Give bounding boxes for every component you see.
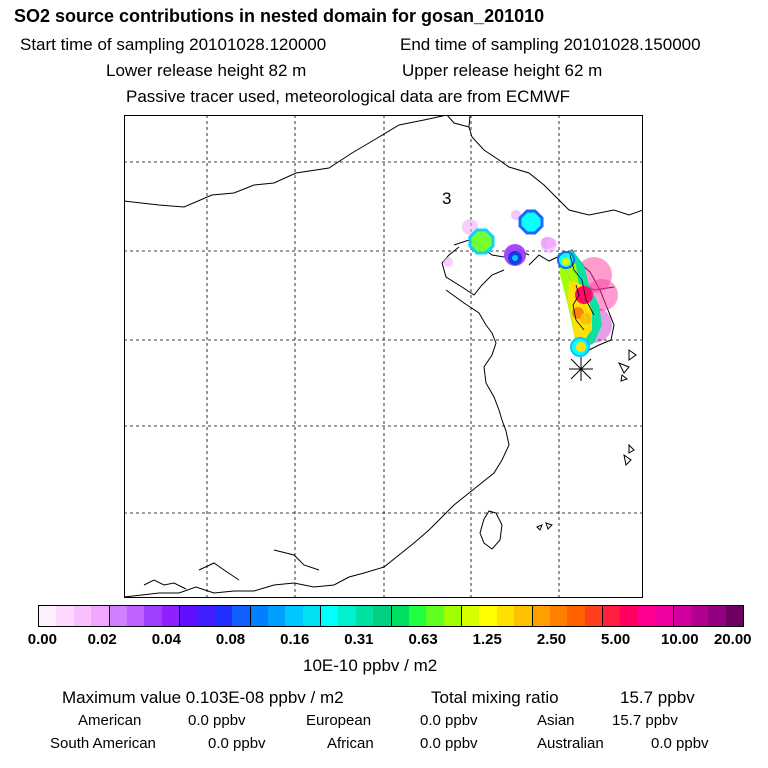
colorbar-segment: [180, 606, 198, 626]
colorbar-segment: [690, 606, 709, 626]
colorbar-tick-label: 10.00: [661, 631, 699, 648]
asian-value: 15.7 ppbv: [612, 712, 678, 729]
map-panel: 3: [124, 115, 643, 598]
colorbar-segment: [232, 606, 251, 626]
colorbar-unit: 10E-10 ppbv / m2: [303, 656, 438, 675]
colorbar-segment: [620, 606, 638, 626]
total-mixing-label: Total mixing ratio: [431, 688, 559, 707]
colorbar-segment: [479, 606, 497, 626]
plume-layer: [443, 209, 618, 357]
colorbar-tick-label: 0.02: [87, 631, 117, 648]
colorbar-segment: [496, 606, 515, 626]
colorbar-tick-label: 0.04: [151, 631, 181, 648]
colorbar-segment: [567, 606, 585, 626]
colorbar-segment: [708, 606, 726, 626]
american-label: American: [78, 712, 142, 729]
colorbar-segment: [673, 606, 691, 626]
colorbar-segment: [655, 606, 674, 626]
coast-overlay: [569, 254, 595, 331]
asian-label: Asian: [537, 712, 575, 729]
colorbar-segment: [603, 606, 621, 626]
african-label: African: [327, 735, 374, 752]
plot-title: SO2 source contributions in nested domai…: [14, 6, 545, 26]
colorbar-tick-label: 0.31: [344, 631, 374, 648]
colorbar-segment: [73, 606, 92, 626]
european-value: 0.0 ppbv: [420, 712, 478, 729]
colorbar-segment: [126, 606, 145, 626]
australian-label: Australian: [537, 735, 604, 752]
colorbar: [38, 605, 744, 627]
colorbar-segment: [408, 606, 427, 626]
colorbar-segment: [725, 606, 743, 626]
colorbar-segment: [109, 606, 127, 626]
colorbar-segment: [532, 606, 550, 626]
colorbar-segment: [462, 606, 480, 626]
upper-release-height: Upper release height 62 m: [402, 61, 603, 80]
colorbar-segment: [56, 606, 74, 626]
map-frame: [124, 115, 643, 598]
colorbar-segment: [338, 606, 356, 626]
colorbar-segment: [302, 606, 321, 626]
colorbar-tick-label: 0.16: [280, 631, 310, 648]
end-time: End time of sampling 20101028.150000: [400, 35, 701, 54]
colorbar-tick-label: 20.00: [713, 631, 752, 648]
european-label: European: [306, 712, 372, 729]
tracer-note: Passive tracer used, meteorological data…: [126, 87, 571, 106]
colorbar-segment: [285, 606, 303, 626]
colorbar-segment: [250, 606, 268, 626]
colorbar-tick-label: 5.00: [601, 631, 631, 648]
south-american-value: 0.0 ppbv: [208, 735, 266, 752]
colorbar-segment: [514, 606, 533, 626]
lat-lon-grid: [124, 115, 643, 598]
colorbar-segment: [373, 606, 392, 626]
colorbar-segment: [267, 606, 286, 626]
colorbar-tick-label: 0.08: [215, 631, 246, 648]
colorbar-tick-label: 0.63: [408, 631, 438, 648]
colorbar-segment: [91, 606, 110, 626]
american-value: 0.0 ppbv: [188, 712, 246, 729]
colorbar-tick-label: 1.25: [472, 631, 502, 648]
colorbar-segment: [426, 606, 444, 626]
colorbar-segment: [197, 606, 215, 626]
colorbar-segment: [161, 606, 180, 626]
day-label: 3: [442, 189, 451, 208]
colorbar-segment: [391, 606, 409, 626]
african-value: 0.0 ppbv: [420, 735, 478, 752]
colorbar-tick-label: 2.50: [536, 631, 567, 648]
total-mixing-value: 15.7 ppbv: [620, 688, 695, 707]
colorbar-segment: [549, 606, 568, 626]
colorbar-segment: [39, 606, 57, 626]
colorbar-segment: [584, 606, 603, 626]
max-value: Maximum value 0.103E-08 ppbv / m2: [62, 688, 344, 707]
south-american-label: South American: [50, 735, 156, 752]
colorbar-tick-label: 0.00: [27, 631, 57, 648]
colorbar-segment: [637, 606, 656, 626]
colorbar-segment: [355, 606, 374, 626]
lower-release-height: Lower release height 82 m: [106, 61, 307, 80]
australian-value: 0.0 ppbv: [651, 735, 709, 752]
colorbar-segment: [443, 606, 462, 626]
colorbar-segment: [144, 606, 162, 626]
receptor-marker: [569, 357, 593, 381]
coastlines: [124, 115, 643, 598]
colorbar-segment: [214, 606, 233, 626]
colorbar-segment: [321, 606, 339, 626]
start-time: Start time of sampling 20101028.120000: [20, 35, 327, 54]
